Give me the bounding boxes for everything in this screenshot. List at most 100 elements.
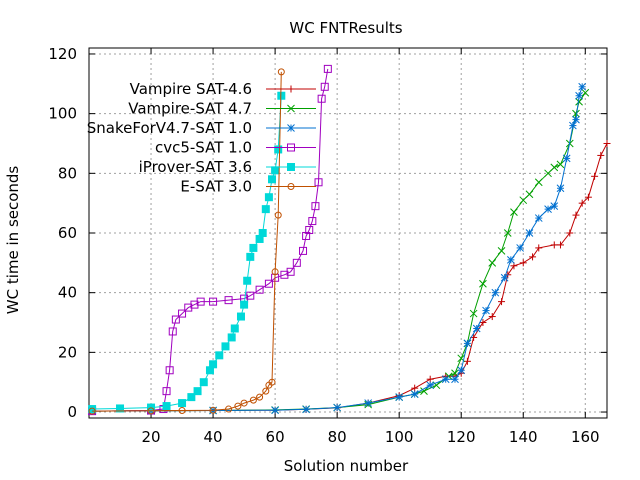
data-point (575, 91, 583, 100)
data-point (550, 163, 559, 172)
x-tick-label: 160 (571, 428, 600, 446)
data-point (88, 407, 96, 415)
series-6 (88, 68, 285, 415)
data-point (491, 288, 500, 297)
data-point (246, 291, 255, 300)
data-point (88, 405, 97, 414)
data-point (262, 387, 270, 395)
data-point (193, 387, 202, 396)
data-point (432, 381, 441, 390)
data-point (199, 378, 208, 387)
data-point (184, 303, 193, 312)
data-point (535, 244, 543, 252)
legend-marker (287, 183, 295, 190)
data-point (305, 226, 314, 235)
data-point (246, 252, 255, 261)
data-point (286, 267, 295, 276)
data-point (581, 88, 590, 97)
data-point (274, 211, 282, 219)
legend-entry: SnakeForV4.7-SAT 1.0 (87, 119, 316, 137)
data-point (556, 241, 564, 249)
series-group (88, 64, 611, 416)
legend-marker (287, 143, 295, 152)
data-point (240, 399, 248, 407)
data-point (426, 381, 435, 390)
data-point (162, 387, 171, 396)
data-point (264, 193, 273, 202)
x-tick-label: 80 (328, 428, 347, 446)
y-tick-label: 0 (67, 403, 77, 421)
data-point (497, 247, 506, 255)
data-point (209, 360, 218, 369)
legend-marker (287, 85, 295, 93)
data-point (575, 97, 583, 106)
data-point (544, 169, 552, 178)
legend-marker (287, 163, 295, 171)
data-point (441, 375, 450, 384)
data-point (243, 276, 252, 285)
data-point (451, 375, 459, 384)
data-point (503, 229, 512, 237)
data-point (488, 258, 497, 267)
legend-marker (287, 124, 295, 132)
data-point (268, 175, 277, 184)
data-point (395, 393, 404, 401)
data-point (498, 298, 506, 306)
legend-label: Vampire-SAT 4.7 (128, 100, 252, 118)
legend-entry: Vampire-SAT 4.7 (128, 100, 316, 118)
data-point (196, 297, 205, 306)
data-point (162, 402, 171, 411)
y-tick-label: 120 (48, 45, 77, 63)
data-point (420, 387, 428, 395)
data-point (411, 384, 419, 392)
data-point (556, 184, 565, 193)
data-point (240, 300, 249, 309)
legend-entry: cvc5-SAT 1.0 (155, 139, 316, 157)
x-tick-label: 60 (266, 428, 285, 446)
data-point (249, 396, 257, 404)
data-point (572, 115, 580, 124)
data-point (147, 407, 155, 415)
data-point (534, 214, 543, 222)
series-line (92, 71, 282, 412)
data-point (178, 399, 187, 408)
data-point (171, 315, 180, 324)
data-point (529, 253, 537, 261)
data-point (482, 306, 490, 315)
data-point (410, 390, 419, 398)
y-tick-label: 40 (58, 284, 77, 302)
x-tick-label: 100 (385, 428, 414, 446)
data-point (225, 405, 233, 413)
data-point (550, 202, 559, 210)
data-point (224, 296, 233, 305)
data-point (234, 402, 242, 410)
data-point (556, 160, 565, 169)
data-point (591, 172, 599, 180)
data-point (258, 229, 267, 237)
data-point (271, 268, 279, 276)
legend-label: iProver-SAT 3.6 (139, 158, 252, 176)
data-point (311, 202, 320, 211)
data-point (463, 339, 472, 348)
data-point (116, 404, 125, 413)
legend-label: Vampire SAT-4.6 (130, 80, 252, 98)
data-point (187, 393, 196, 402)
data-point (302, 405, 310, 414)
data-point (271, 406, 279, 415)
data-point (488, 313, 496, 321)
legend-entry: Vampire SAT-4.6 (130, 80, 316, 98)
data-point (333, 403, 341, 412)
legend-entry: E-SAT 3.0 (180, 178, 316, 196)
data-point (323, 64, 332, 73)
grid (89, 48, 607, 418)
data-point (562, 154, 571, 163)
data-point (364, 399, 373, 407)
x-tick-label: 40 (204, 428, 223, 446)
series-line (92, 68, 329, 412)
data-point (506, 256, 515, 264)
x-axis: 20 40 60 80 100 120 140 160 (141, 48, 600, 446)
legend-label: cvc5-SAT 1.0 (155, 139, 252, 157)
legend-marker (287, 104, 295, 113)
data-point (550, 241, 558, 249)
